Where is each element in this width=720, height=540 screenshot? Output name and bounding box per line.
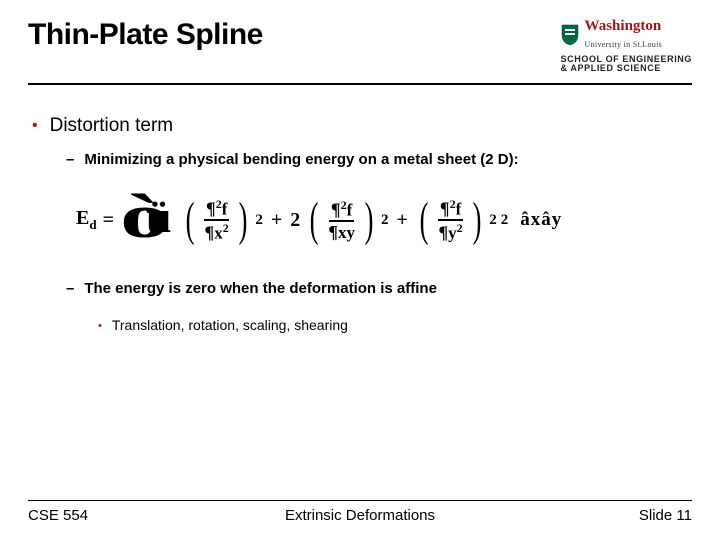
integral-block: ò ü: [120, 188, 176, 252]
footer-center: Extrinsic Deformations: [28, 507, 692, 524]
logo-top-row: Washington University in St.Louis: [561, 18, 692, 52]
bullet-dot-icon: •: [98, 317, 102, 335]
dash-icon: –: [66, 280, 74, 297]
exp-outer-final: 2: [501, 212, 509, 229]
school-line2: & APPLIED SCIENCE: [561, 63, 661, 73]
exp-outer: 2: [255, 212, 263, 229]
plus: +: [271, 209, 282, 232]
univ-word: Washington: [585, 18, 662, 34]
exp-outer: 2: [381, 212, 389, 229]
footer-rule: [28, 500, 692, 501]
integral-icon-2: ü: [146, 190, 172, 243]
plus: +: [396, 209, 407, 232]
frac-xx: ¶2f ¶x2: [204, 198, 229, 243]
school-name: SCHOOL OF ENGINEERING & APPLIED SCIENCE: [561, 55, 692, 74]
slide-title: Thin-Plate Spline: [28, 18, 263, 52]
coef-mid: 2: [290, 209, 300, 232]
content: • Distortion term – Minimizing a physica…: [28, 85, 692, 335]
lhs-sym: E: [76, 207, 89, 229]
university-name: Washington University in St.Louis: [585, 18, 663, 52]
footer: CSE 554 Extrinsic Deformations Slide 11: [28, 500, 692, 524]
dxdy: âxây: [520, 209, 562, 231]
bullet-level3: • Translation, rotation, scaling, sheari…: [98, 317, 688, 335]
frac-xy: ¶2f ¶xy: [328, 199, 355, 242]
bullet3-text: Translation, rotation, scaling, shearing: [112, 317, 348, 335]
bullet-dot-icon: •: [32, 115, 38, 137]
bullet1-text: Distortion term: [50, 115, 174, 137]
shield-icon: [561, 24, 579, 46]
university-logo: Washington University in St.Louis SCHOOL…: [561, 18, 692, 73]
footer-line: CSE 554 Extrinsic Deformations Slide 11: [28, 507, 692, 524]
lhs-sub: d: [89, 217, 96, 232]
slide: Thin-Plate Spline Washington University …: [0, 0, 720, 540]
header: Thin-Plate Spline Washington University …: [28, 18, 692, 73]
equals: =: [103, 209, 114, 232]
univ-sub: University in St.Louis: [585, 40, 663, 49]
bullet2b-text: The energy is zero when the deformation …: [84, 280, 437, 297]
frac-yy: ¶2f ¶y2: [438, 198, 463, 243]
bullet2a-text: Minimizing a physical bending energy on …: [84, 151, 518, 168]
formula-lhs: Ed: [76, 207, 97, 233]
bullet-level2: – Minimizing a physical bending energy o…: [66, 151, 688, 168]
bullet-level1: • Distortion term: [32, 115, 688, 137]
exp-outer: 2: [489, 212, 497, 229]
bullet-level2: – The energy is zero when the deformatio…: [66, 280, 688, 297]
formula: Ed = ò ü ( ¶2f ¶x2 ) 2 + 2 ( ¶2f ¶xy: [76, 188, 688, 252]
dash-icon: –: [66, 151, 74, 168]
